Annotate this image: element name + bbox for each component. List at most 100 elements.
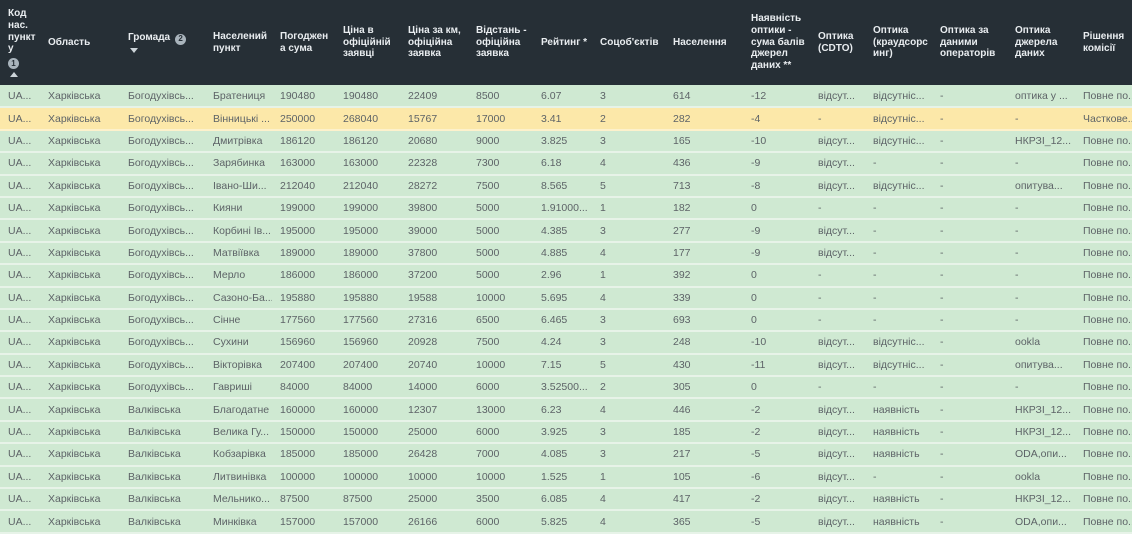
column-header-price-official[interactable]: Ціна в офіційній заявці <box>335 0 400 85</box>
table-row[interactable]: UA...ХарківськаВалківськаМинківка1570001… <box>0 510 1132 532</box>
column-header-code[interactable]: Код нас. пункту1 <box>0 0 40 85</box>
column-header-optics-score[interactable]: Наявність оптики - сума балів джерел дан… <box>743 0 810 85</box>
table-row[interactable]: UA...ХарківськаБогодухівсь...Вінницькі .… <box>0 107 1132 129</box>
cell-settlement: Благодатне <box>205 398 272 420</box>
cell-optics-sources: ODA,опи... <box>1007 443 1075 465</box>
sort-ascending-icon[interactable] <box>10 72 18 77</box>
cell-distance: 17000 <box>468 107 533 129</box>
footnote-1-badge-icon[interactable]: 1 <box>8 58 19 69</box>
cell-oblast: Харківська <box>40 107 120 129</box>
table-row[interactable]: UA...ХарківськаВалківськаКобзарівка18500… <box>0 443 1132 465</box>
table-row[interactable]: UA...ХарківськаВалківськаЛитвинівка10000… <box>0 466 1132 488</box>
column-header-oblast[interactable]: Область <box>40 0 120 85</box>
column-header-decision[interactable]: Рішення комісії <box>1075 0 1132 85</box>
cell-optics-operators: - <box>932 242 1007 264</box>
cell-oblast: Харківська <box>40 287 120 309</box>
table-row[interactable]: UA...ХарківськаБогодухівсь...Матвіївка18… <box>0 242 1132 264</box>
cell-optics-cdto: - <box>810 376 865 398</box>
cell-price-per-km: 39000 <box>400 219 468 241</box>
filter-dropdown-icon[interactable] <box>130 48 138 53</box>
cell-population: 713 <box>665 175 743 197</box>
table-row[interactable]: UA...ХарківськаБогодухівсь...Сінне177560… <box>0 309 1132 331</box>
column-header-settlement[interactable]: Населений пункт <box>205 0 272 85</box>
column-header-optics-cdto[interactable]: Оптика (CDTO) <box>810 0 865 85</box>
table-row[interactable]: UA...ХарківськаБогодухівсь...Сухини15696… <box>0 331 1132 353</box>
column-header-agreed-sum[interactable]: Погоджена сума <box>272 0 335 85</box>
cell-price-per-km: 22328 <box>400 152 468 174</box>
cell-oblast: Харківська <box>40 510 120 532</box>
cell-optics-score: 0 <box>743 264 810 286</box>
cell-code: UA... <box>0 264 40 286</box>
cell-optics-operators: - <box>932 197 1007 219</box>
cell-agreed-sum: 100000 <box>272 466 335 488</box>
cell-optics-sources: - <box>1007 107 1075 129</box>
table-row[interactable]: UA...ХарківськаБогодухівсь...Сазоно-Ба..… <box>0 287 1132 309</box>
table-row[interactable]: UA...ХарківськаВалківськаМельнико...8750… <box>0 488 1132 510</box>
cell-social-objects: 4 <box>592 242 665 264</box>
cell-decision: Повне по... <box>1075 421 1132 443</box>
table-row[interactable]: UA...ХарківськаВалківськаБлагодатне16000… <box>0 398 1132 420</box>
cell-rating: 1.525 <box>533 466 592 488</box>
table-row[interactable]: UA...ХарківськаБогодухівсь...Зарябинка16… <box>0 152 1132 174</box>
cell-optics-score: -6 <box>743 466 810 488</box>
cell-settlement: Матвіївка <box>205 242 272 264</box>
cell-distance: 7500 <box>468 175 533 197</box>
cell-hromada: Богодухівсь... <box>120 219 205 241</box>
cell-oblast: Харківська <box>40 152 120 174</box>
cell-settlement: Минківка <box>205 510 272 532</box>
cell-distance: 10000 <box>468 287 533 309</box>
table-row[interactable]: UA...ХарківськаБогодухівсь...Мерло186000… <box>0 264 1132 286</box>
cell-oblast: Харківська <box>40 264 120 286</box>
cell-population: 282 <box>665 107 743 129</box>
column-header-optics-sources[interactable]: Оптика джерела даних <box>1007 0 1075 85</box>
cell-rating: 4.085 <box>533 443 592 465</box>
cell-hromada: Богодухівсь... <box>120 264 205 286</box>
table-row[interactable]: UA...ХарківськаБогодухівсь...Корбині Ів.… <box>0 219 1132 241</box>
column-header-optics-crowd[interactable]: Оптика (краудсорсинг) <box>865 0 932 85</box>
cell-agreed-sum: 157000 <box>272 510 335 532</box>
cell-price-official: 212040 <box>335 175 400 197</box>
table-row[interactable]: UA...ХарківськаБогодухівсь...Кияни199000… <box>0 197 1132 219</box>
cell-rating: 4.885 <box>533 242 592 264</box>
cell-optics-crowd: - <box>865 264 932 286</box>
column-label: Погоджена сума <box>280 31 331 55</box>
cell-oblast: Харківська <box>40 175 120 197</box>
cell-optics-cdto: відсут... <box>810 443 865 465</box>
cell-optics-cdto: відсут... <box>810 488 865 510</box>
column-header-price-per-km[interactable]: Ціна за км, офіційна заявка <box>400 0 468 85</box>
cell-optics-crowd: відсутніс... <box>865 85 932 107</box>
cell-settlement: Гавриші <box>205 376 272 398</box>
table-row[interactable]: UA...ХарківськаВалківськаВелика Гу...150… <box>0 421 1132 443</box>
cell-decision: Повне по... <box>1075 175 1132 197</box>
cell-distance: 7300 <box>468 152 533 174</box>
table-row[interactable]: UA...ХарківськаБогодухівсь...Івано-Ши...… <box>0 175 1132 197</box>
cell-distance: 6500 <box>468 309 533 331</box>
cell-price-official: 177560 <box>335 309 400 331</box>
cell-oblast: Харківська <box>40 85 120 107</box>
cell-decision: Повне по... <box>1075 287 1132 309</box>
cell-optics-operators: - <box>932 264 1007 286</box>
column-header-rating[interactable]: Рейтинг * <box>533 0 592 85</box>
cell-social-objects: 5 <box>592 354 665 376</box>
column-header-social-objects[interactable]: Соцоб'єктів <box>592 0 665 85</box>
column-header-population[interactable]: Населення <box>665 0 743 85</box>
footnote-2-badge-icon[interactable]: 2 <box>175 34 186 45</box>
column-label: Наявність оптики - сума балів джерел дан… <box>751 13 806 72</box>
column-header-optics-operators[interactable]: Оптика за даними операторів <box>932 0 1007 85</box>
cell-price-official: 87500 <box>335 488 400 510</box>
cell-oblast: Харківська <box>40 331 120 353</box>
cell-social-objects: 2 <box>592 107 665 129</box>
table-row[interactable]: UA...ХарківськаБогодухівсь...Братениця19… <box>0 85 1132 107</box>
column-label: Соцоб'єктів <box>600 37 659 49</box>
cell-optics-cdto: - <box>810 309 865 331</box>
table-row[interactable]: UA...ХарківськаБогодухівсь...Гавриші8400… <box>0 376 1132 398</box>
table-row[interactable]: UA...ХарківськаБогодухівсь...Дмитрівка18… <box>0 130 1132 152</box>
table-row[interactable]: UA...ХарківськаБогодухівсь...Вікторівка2… <box>0 354 1132 376</box>
cell-hromada: Богодухівсь... <box>120 331 205 353</box>
cell-population: 436 <box>665 152 743 174</box>
column-header-distance[interactable]: Відстань - офіційна заявка <box>468 0 533 85</box>
cell-social-objects: 3 <box>592 219 665 241</box>
cell-optics-score: -2 <box>743 398 810 420</box>
column-header-hromada[interactable]: Громада2 <box>120 0 205 85</box>
cell-code: UA... <box>0 152 40 174</box>
